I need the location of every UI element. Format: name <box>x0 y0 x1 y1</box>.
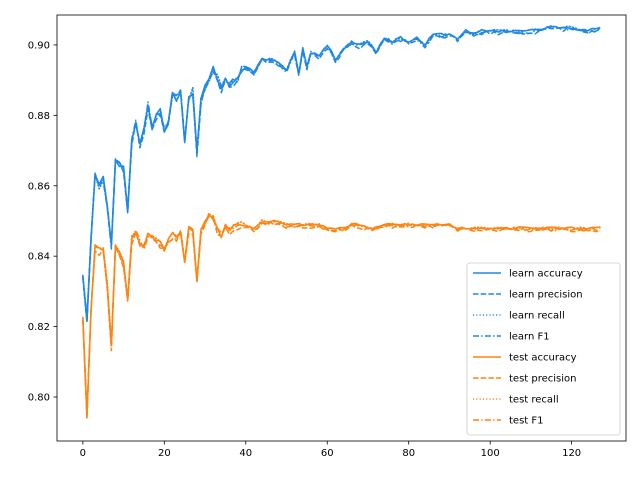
legend-label: test recall <box>509 395 559 406</box>
legend-label: learn precision <box>509 290 583 301</box>
axes: 0 20 40 60 80 100 120 0.80 0.82 0.84 0.86 0.88 0.90 <box>28 14 627 459</box>
y-tick-label: 0.88 <box>28 111 50 122</box>
legend-label: learn recall <box>509 311 565 322</box>
series-line-test-recall <box>82 215 601 415</box>
x-tick-label: 100 <box>481 448 500 459</box>
legend-label: test F1 <box>509 416 544 427</box>
axes-frame <box>56 14 627 442</box>
legend: learn accuracy learn precision learn recal… <box>466 262 621 436</box>
x-tick-label: 60 <box>321 448 334 459</box>
x-tick-label: 80 <box>402 448 415 459</box>
legend-box <box>466 262 621 436</box>
series-line-test-f1 <box>82 211 601 415</box>
x-tick-label: 40 <box>239 448 252 459</box>
legend-label: test precision <box>509 374 577 385</box>
legend-label: test accuracy <box>509 353 577 364</box>
series-line-test-precision <box>82 215 601 419</box>
series-layer <box>82 25 601 419</box>
y-tick-label: 0.82 <box>28 322 50 333</box>
y-tick-label: 0.84 <box>28 252 50 263</box>
y-tick-label: 0.80 <box>28 392 50 403</box>
y-tick-label: 0.86 <box>28 181 50 192</box>
x-tick-label: 120 <box>562 448 581 459</box>
x-tick-label: 0 <box>80 448 86 459</box>
legend-label: learn accuracy <box>509 269 583 280</box>
x-tick-label: 20 <box>158 448 171 459</box>
legend-label: learn F1 <box>509 332 550 343</box>
y-tick-label: 0.90 <box>28 40 50 51</box>
series-line-learn-f1 <box>82 25 601 318</box>
